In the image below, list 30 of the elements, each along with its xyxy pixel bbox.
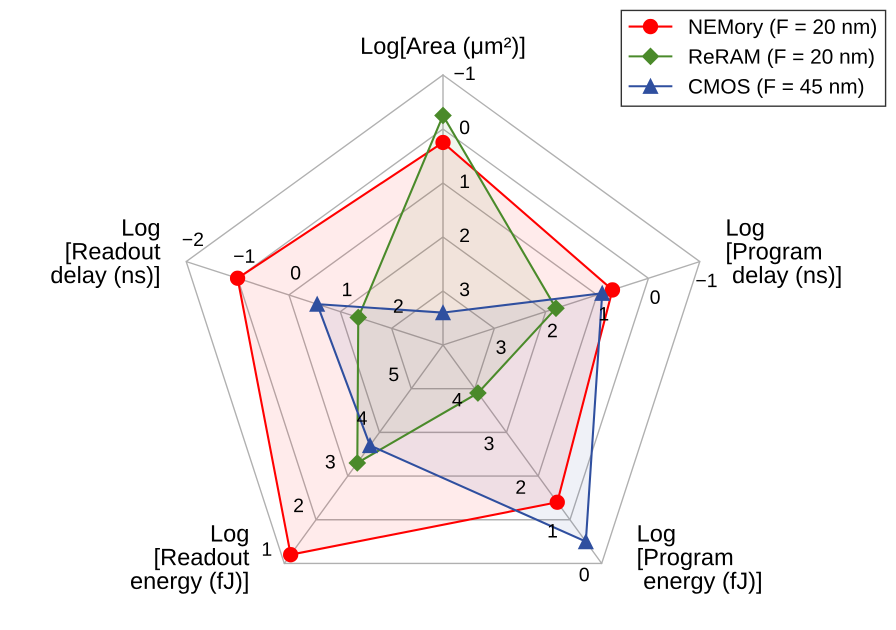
text: 0 bbox=[290, 266, 300, 280]
text: 0 bbox=[460, 120, 470, 134]
text: 3 bbox=[460, 282, 470, 296]
text: −1 bbox=[696, 274, 717, 288]
spoke-label: Log[Area (μm²)] bbox=[362, 36, 524, 59]
text: 2 bbox=[460, 228, 470, 242]
legend-label: CMOS (F = 45 nm) bbox=[689, 78, 864, 98]
text: 3 bbox=[484, 436, 494, 450]
text: 3 bbox=[326, 454, 335, 469]
text: 1 bbox=[460, 174, 470, 188]
text: 1 bbox=[343, 282, 352, 296]
text: 0 bbox=[650, 290, 660, 304]
text: −2 bbox=[182, 232, 203, 246]
text: 2 bbox=[294, 498, 303, 512]
text: 2 bbox=[548, 324, 557, 338]
text: −1 bbox=[454, 66, 475, 80]
text: 4 bbox=[452, 393, 462, 406]
legend-label: ReRAM (F = 20 nm) bbox=[690, 48, 874, 68]
text: 0 bbox=[580, 568, 589, 582]
text: 1 bbox=[548, 524, 557, 538]
text: 5 bbox=[389, 368, 398, 382]
text: 1 bbox=[262, 542, 272, 556]
spoke-label: Log [Readout energy (fJ)] bbox=[130, 525, 250, 594]
spoke-label: Log [Readout delay (ns)] bbox=[51, 219, 160, 288]
legend-label: NEMory (F = 20 nm) bbox=[690, 18, 876, 38]
spoke-label: Log [Program energy (fJ)] bbox=[638, 525, 761, 594]
text: 2 bbox=[516, 480, 526, 494]
text: −1 bbox=[234, 249, 254, 263]
text: 3 bbox=[496, 340, 506, 354]
spoke-label: Log [Program delay (ns)] bbox=[727, 219, 841, 288]
